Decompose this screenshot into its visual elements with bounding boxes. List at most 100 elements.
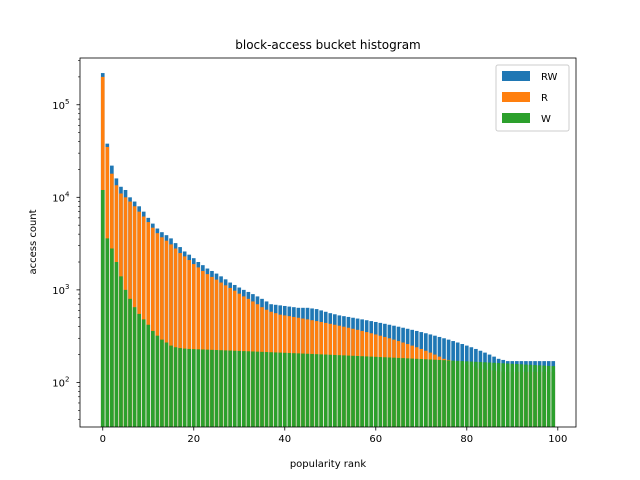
bar-w-21 <box>196 349 201 427</box>
bar-w-76 <box>446 360 451 427</box>
bar-w-35 <box>260 351 264 427</box>
bar-w-48 <box>319 354 323 427</box>
bar-w-78 <box>455 360 460 427</box>
bar-w-72 <box>428 359 433 427</box>
y-axis-label: access count <box>28 209 39 274</box>
bar-w-47 <box>314 354 319 427</box>
bar-w-45 <box>305 353 310 427</box>
bar-w-44 <box>301 353 305 427</box>
bar-w-59 <box>369 356 374 427</box>
bar-w-0 <box>100 189 105 427</box>
y-tick-exponent-2: 2 <box>65 375 69 383</box>
bar-w-82 <box>474 361 478 427</box>
bar-w-4 <box>119 276 123 427</box>
bar-w-79 <box>460 361 465 427</box>
bar-w-84 <box>483 362 487 427</box>
y-tick-label-4: 10 <box>52 193 65 204</box>
bar-w-95 <box>533 365 537 427</box>
y-tick-label-3: 10 <box>52 286 65 297</box>
bar-w-94 <box>528 364 533 427</box>
bar-w-86 <box>492 362 496 427</box>
bar-w-36 <box>264 352 269 427</box>
bars <box>100 73 556 427</box>
x-tick-label-100: 100 <box>548 434 567 445</box>
bar-w-88 <box>501 363 506 427</box>
bar-w-37 <box>269 352 273 427</box>
bar-w-31 <box>242 351 246 427</box>
bar-w-80 <box>464 361 469 427</box>
bar-w-65 <box>396 357 401 427</box>
x-tick-label-0: 0 <box>100 434 106 445</box>
bar-w-52 <box>337 355 342 427</box>
bar-w-66 <box>401 358 405 427</box>
bar-w-57 <box>360 356 364 427</box>
legend: RW RW <box>495 64 570 132</box>
bar-w-40 <box>282 352 287 427</box>
bar-w-81 <box>469 361 474 427</box>
bar-r-17 <box>178 253 182 427</box>
legend-swatch-rw <box>502 71 530 81</box>
bar-w-43 <box>296 353 301 427</box>
bar-r-13 <box>160 237 164 427</box>
bar-r-15 <box>169 244 173 427</box>
bar-w-46 <box>310 353 314 427</box>
bar-w-15 <box>169 345 173 427</box>
bar-w-56 <box>355 356 360 427</box>
x-tick-label-80: 80 <box>460 434 473 445</box>
x-axis-label: popularity rank <box>290 459 367 470</box>
bar-w-8 <box>137 313 141 427</box>
bar-w-26 <box>219 350 223 427</box>
legend-label-w: W <box>541 114 551 125</box>
bar-r-12 <box>155 233 160 427</box>
bar-w-17 <box>178 348 182 427</box>
bar-w-54 <box>346 355 351 427</box>
bar-r-20 <box>191 264 196 427</box>
chart-title: block-access bucket histogram <box>235 38 421 52</box>
bar-w-53 <box>342 355 346 427</box>
bar-w-93 <box>524 364 528 427</box>
bar-w-61 <box>378 357 383 427</box>
legend-swatch-w <box>502 113 530 123</box>
bar-w-1 <box>105 238 110 427</box>
bar-w-92 <box>519 364 524 427</box>
bar-w-32 <box>246 351 251 427</box>
bar-w-96 <box>537 365 542 427</box>
bar-w-68 <box>410 358 414 427</box>
bar-w-20 <box>191 349 196 427</box>
legend-label-rw: RW <box>541 72 558 83</box>
bar-w-91 <box>515 364 519 427</box>
bar-w-2 <box>110 248 114 427</box>
bar-w-87 <box>496 363 501 427</box>
bar-w-63 <box>387 357 392 427</box>
bar-w-89 <box>505 363 510 427</box>
bar-w-38 <box>273 352 278 427</box>
y-tick-exponent-3: 3 <box>65 283 69 291</box>
bar-w-28 <box>228 350 232 427</box>
bar-w-6 <box>128 298 132 427</box>
bar-w-49 <box>323 354 328 427</box>
bar-w-97 <box>542 365 546 427</box>
bar-w-24 <box>210 349 214 427</box>
bar-w-39 <box>278 352 283 427</box>
bar-w-55 <box>351 355 355 427</box>
bar-w-50 <box>328 354 333 427</box>
bar-w-42 <box>292 353 296 427</box>
legend-label-r: R <box>541 93 548 104</box>
bar-w-14 <box>164 342 169 427</box>
bar-r-21 <box>196 267 201 427</box>
bar-w-58 <box>364 356 369 427</box>
bar-w-22 <box>201 349 205 427</box>
bar-w-3 <box>114 262 119 427</box>
bar-w-27 <box>223 350 228 427</box>
bar-w-18 <box>182 348 187 427</box>
bar-w-29 <box>232 350 237 427</box>
bar-w-13 <box>160 339 164 427</box>
bar-w-12 <box>155 335 160 427</box>
plot-frame <box>79 57 577 428</box>
bar-w-73 <box>433 359 437 427</box>
bar-w-98 <box>546 365 551 427</box>
bar-w-41 <box>287 352 292 427</box>
bar-w-16 <box>173 347 178 427</box>
bar-w-30 <box>237 350 242 427</box>
bar-w-90 <box>510 363 515 427</box>
